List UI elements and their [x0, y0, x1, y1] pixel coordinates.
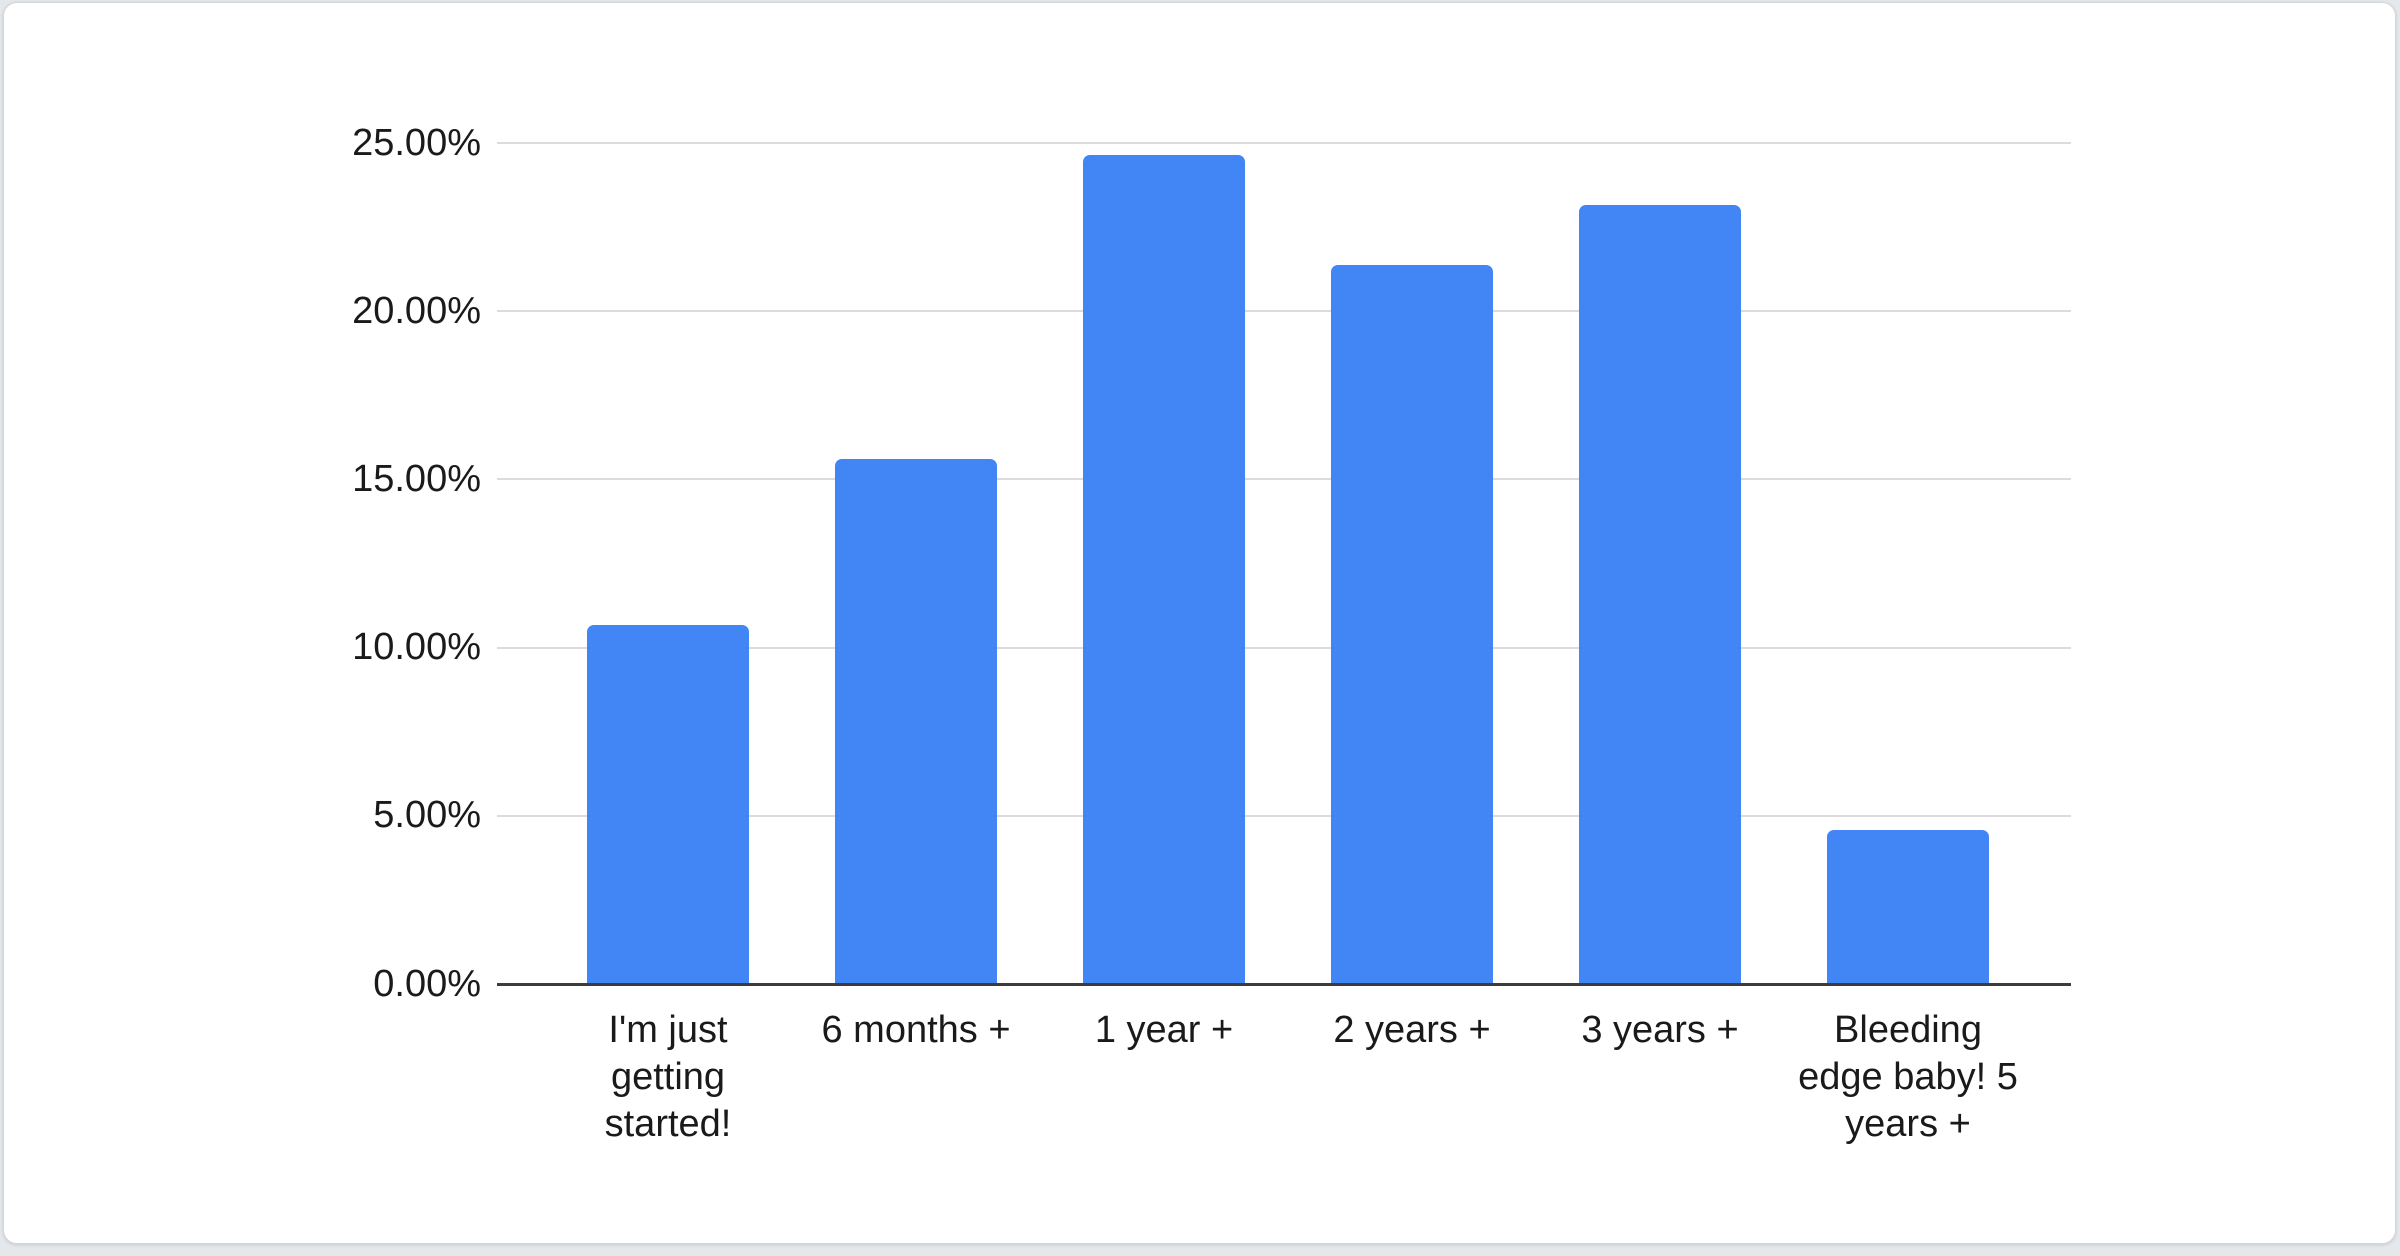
gridline: [497, 646, 2071, 649]
x-axis-category-label: 1 year +: [1094, 1009, 1234, 1051]
y-axis-tick-label: 0.00%: [373, 962, 481, 1005]
gridline: [497, 142, 2071, 144]
y-axis-tick-label: 25.00%: [352, 121, 481, 164]
gridline: [497, 310, 2071, 313]
x-axis-category-label: 2 years +: [1333, 1009, 1491, 1051]
gridline: [497, 478, 2071, 481]
chart-bar[interactable]: [1827, 829, 1989, 984]
chart-bar[interactable]: [587, 625, 749, 984]
y-axis-tick-label: 15.00%: [352, 457, 481, 500]
gridline: [497, 814, 2071, 817]
x-axis-category-label: I'm just getting started!: [604, 1009, 732, 1145]
chart-bar[interactable]: [1579, 204, 1741, 984]
chart-bar[interactable]: [1331, 264, 1493, 984]
x-axis-line: [497, 983, 2071, 986]
x-axis-category-label: Bleeding edge baby! 5 years +: [1798, 1009, 2018, 1145]
y-axis-tick-label: 20.00%: [352, 289, 481, 332]
bar-chart-plot-area: 0.00% 5.00% 10.00% 15.00% 20.00% 25.00% I'm ju…: [4, 3, 2395, 1243]
y-axis-tick-label: 10.00%: [352, 626, 481, 669]
chart-bar[interactable]: [1083, 155, 1245, 984]
chart-card: 0.00% 5.00% 10.00% 15.00% 20.00% 25.00% I'm ju…: [3, 2, 2396, 1244]
x-axis-category-label: 6 months +: [821, 1009, 1011, 1051]
x-axis-category-label: 3 years +: [1581, 1009, 1739, 1051]
chart-bar[interactable]: [835, 459, 997, 984]
y-axis-tick-label: 5.00%: [373, 794, 481, 837]
